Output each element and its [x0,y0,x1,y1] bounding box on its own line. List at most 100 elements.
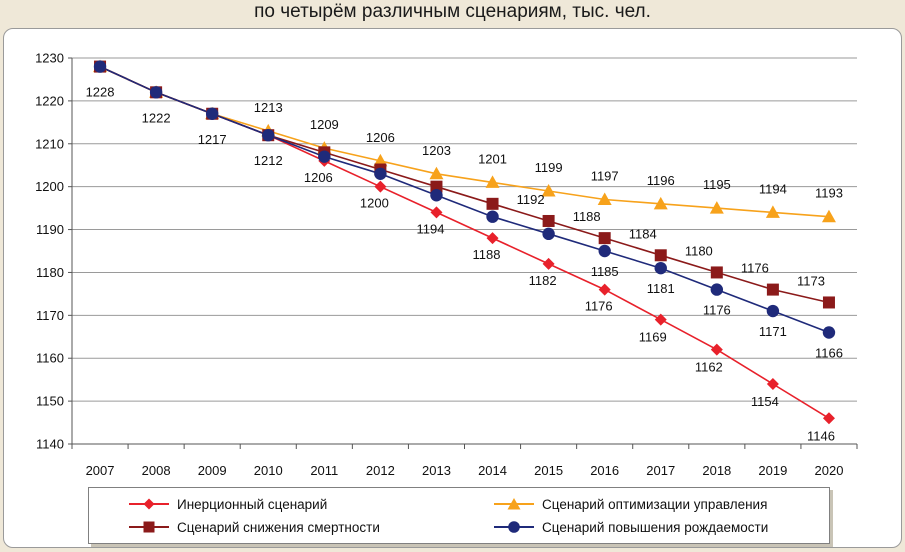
y-tick-label-1200: 1200 [35,179,64,194]
point-mortality-2017 [654,249,667,262]
data-label-mortality-2009: 1217 [198,132,227,147]
point-inertial-2018 [710,343,723,356]
legend-label-inertial: Инерционный сценарий [177,496,328,512]
point-birth-2012 [374,167,387,180]
data-label-management-2015: 1199 [535,160,563,175]
point-birth-2016 [598,244,611,258]
y-tick-label-1150: 1150 [36,394,64,409]
x-tick-label-2018: 2018 [702,463,731,478]
data-label-birth-2016: 1185 [591,264,619,279]
point-management-2019 [765,205,780,218]
point-birth-2007 [93,60,107,73]
point-mortality-2020 [822,296,835,309]
data-label-management-2012: 1206 [366,130,395,145]
data-label-inertial-2017: 1169 [639,330,667,345]
chart-title: по четырём различным сценариям, тыс. чел… [254,1,651,22]
point-management-2018 [709,201,724,214]
data-label-management-2011: 1209 [310,117,339,132]
data-label-mortality-2015: 1192 [517,192,545,207]
y-tick-label-1190: 1190 [36,222,64,237]
point-management-2017 [653,196,668,210]
series-line-birth [99,65,830,334]
point-inertial-2020 [822,412,835,425]
point-birth-2019 [766,304,780,318]
data-label-mortality-2019: 1176 [741,261,769,276]
legend-marker-mortality [129,521,169,533]
x-tick-label-2016: 2016 [590,463,619,478]
point-inertial-2014 [486,232,499,245]
y-tick-label-1210: 1210 [35,136,64,151]
point-management-2020 [821,209,836,223]
point-birth-2008 [149,86,163,99]
y-tick-label-1160: 1160 [36,351,64,366]
chart-legend: Инерционный сценарий Сценарий оптимизаци… [88,487,830,544]
point-mortality-2016 [598,232,611,245]
x-tick-label-2019: 2019 [758,463,787,478]
point-management-2014 [485,175,500,188]
legend-label-management: Сценарий оптимизации управления [542,496,768,512]
point-inertial-2013 [430,206,443,219]
legend-label-birth: Сценарий повышения рождаемости [542,519,769,535]
point-birth-2010 [262,129,275,142]
point-mortality-2015 [542,214,555,227]
data-label-inertial-2014: 1188 [473,247,501,262]
x-tick-label-2008: 2008 [142,463,171,478]
y-tick-label-1220: 1220 [35,93,64,108]
point-inertial-2017 [654,313,667,326]
y-tick-label-1140: 1140 [36,437,64,452]
point-management-2013 [429,166,444,180]
legend-marker-birth [494,521,534,533]
data-label-birth-2018: 1176 [703,303,731,318]
chart-frame [3,28,902,548]
data-label-inertial-2016: 1176 [585,299,613,314]
point-management-2016 [597,192,612,206]
data-label-birth-2020: 1166 [815,345,843,360]
point-mortality-2013 [430,180,443,193]
point-inertial-2015 [542,257,555,270]
data-label-mortality-2016: 1188 [573,209,601,224]
data-label-mortality-2010: 1212 [254,153,283,168]
data-label-inertial-2019: 1154 [751,394,779,409]
point-birth-2020 [822,326,836,339]
point-birth-2009 [205,107,219,120]
point-inertial-2012 [374,180,387,193]
data-label-management-2017: 1196 [647,173,675,188]
point-management-2015 [541,183,556,197]
data-label-mortality-2007: 1228 [86,85,115,100]
data-label-mortality-2017: 1184 [629,226,657,241]
legend-item-management: Сценарий оптимизации управления [494,495,767,513]
point-mortality-2018 [710,266,723,279]
point-birth-2011 [318,150,331,163]
data-label-mortality-2018: 1180 [685,243,713,258]
x-tick-label-2017: 2017 [646,463,675,478]
legend-item-inertial: Инерционный сценарий [129,495,327,513]
y-tick-label-1170: 1170 [36,308,64,323]
point-inertial-2016 [598,283,611,296]
y-tick-label-1230: 1230 [35,51,64,66]
point-birth-2017 [654,261,667,275]
x-tick-label-2010: 2010 [254,463,283,478]
data-label-birth-2017: 1181 [647,281,675,296]
legend-item-birth: Сценарий повышения рождаемости [494,518,768,536]
point-birth-2014 [486,210,499,223]
data-label-mortality-2008: 1222 [142,110,171,125]
data-label-inertial-2018: 1162 [695,360,723,375]
point-birth-2018 [710,283,724,296]
x-tick-label-2013: 2013 [422,463,451,478]
y-tick-label-1180: 1180 [36,265,64,280]
data-label-inertial-2013: 1194 [416,221,444,236]
x-tick-label-2020: 2020 [815,463,844,478]
legend-label-mortality: Сценарий снижения смертности [177,519,380,535]
point-birth-2015 [542,227,555,241]
x-tick-label-2014: 2014 [478,463,507,478]
x-tick-label-2009: 2009 [198,463,227,478]
data-label-management-2019: 1194 [759,181,787,196]
data-label-management-2016: 1197 [591,169,619,184]
data-label-inertial-2015: 1182 [529,273,557,288]
point-management-2012 [373,153,388,167]
data-label-mortality-2020: 1173 [797,273,825,288]
data-label-management-2013: 1203 [422,143,451,158]
legend-marker-management [494,498,534,510]
legend-item-mortality: Сценарий снижения смертности [129,518,380,536]
